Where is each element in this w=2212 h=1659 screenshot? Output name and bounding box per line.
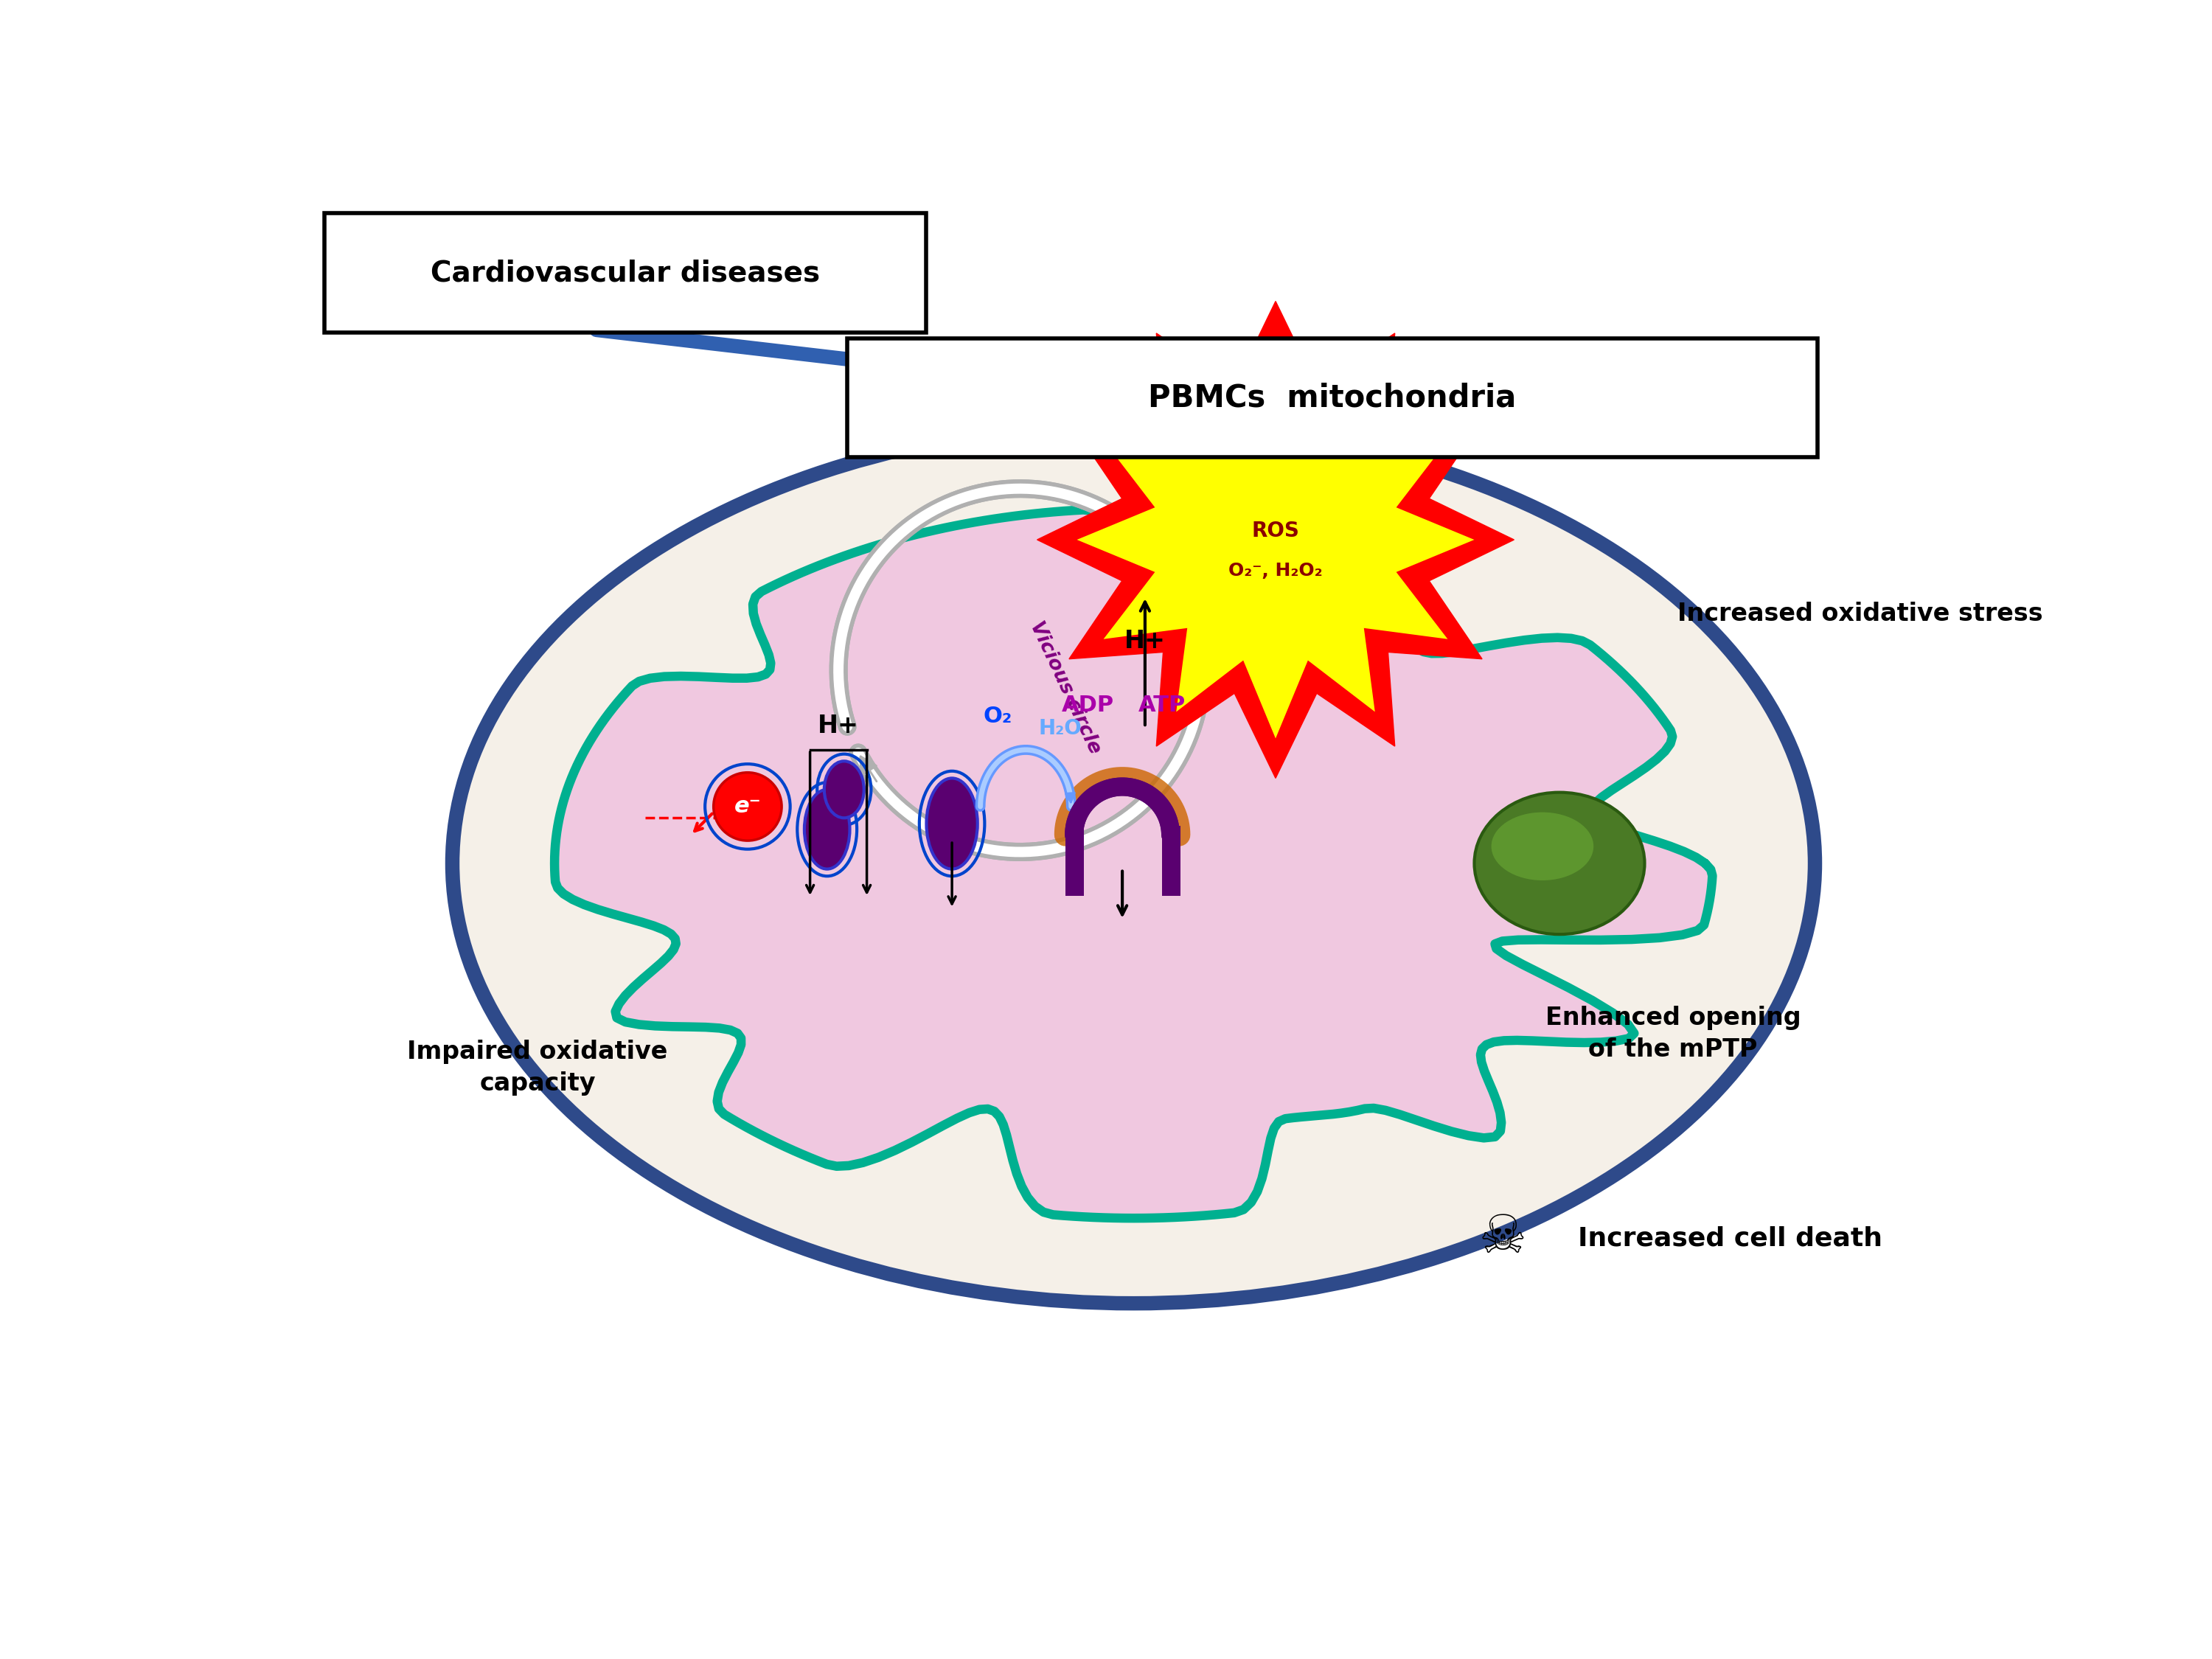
- Text: Impaired oxidative
capacity: Impaired oxidative capacity: [407, 1040, 668, 1097]
- Text: e⁻: e⁻: [734, 796, 761, 818]
- Text: Cardiovascular diseases: Cardiovascular diseases: [431, 259, 821, 287]
- Circle shape: [714, 773, 781, 841]
- Ellipse shape: [927, 778, 978, 869]
- Text: PBMCs  mitochondria: PBMCs mitochondria: [1148, 382, 1517, 413]
- Text: Increased oxidative stress: Increased oxidative stress: [1677, 601, 2044, 625]
- Ellipse shape: [1473, 793, 1644, 934]
- Text: Increased cell death: Increased cell death: [1577, 1226, 1882, 1251]
- Text: O₂⁻, H₂O₂: O₂⁻, H₂O₂: [1228, 562, 1323, 579]
- Text: ☠: ☠: [1480, 1213, 1526, 1264]
- FancyBboxPatch shape: [847, 338, 1818, 458]
- Ellipse shape: [1491, 813, 1593, 881]
- Polygon shape: [1037, 302, 1513, 778]
- Text: ADP: ADP: [1062, 695, 1115, 715]
- Ellipse shape: [825, 761, 865, 818]
- Text: ROS: ROS: [1252, 521, 1298, 541]
- Polygon shape: [555, 509, 1712, 1218]
- Text: ATP: ATP: [1139, 695, 1186, 715]
- Text: H₂O: H₂O: [1037, 718, 1082, 738]
- FancyBboxPatch shape: [325, 214, 927, 332]
- Text: H+: H+: [1124, 629, 1166, 654]
- Text: O₂: O₂: [982, 705, 1011, 727]
- Polygon shape: [1077, 342, 1473, 738]
- Ellipse shape: [805, 790, 849, 869]
- Ellipse shape: [451, 423, 1814, 1304]
- Text: Vicious circle: Vicious circle: [1026, 619, 1104, 757]
- Text: Enhanced opening
of the mPTP: Enhanced opening of the mPTP: [1546, 1005, 1801, 1062]
- Text: H+: H+: [818, 713, 858, 738]
